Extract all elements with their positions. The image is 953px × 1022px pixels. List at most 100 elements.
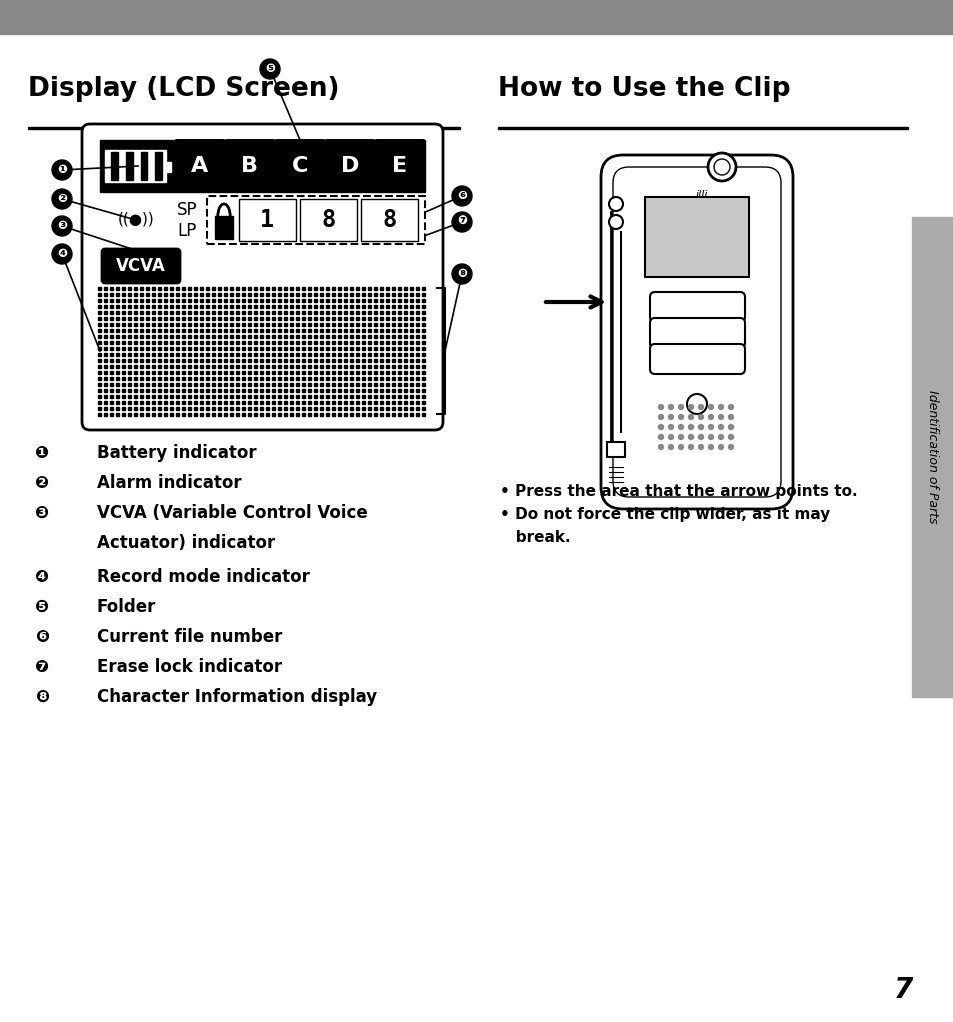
Bar bbox=[189, 311, 192, 314]
Bar bbox=[189, 317, 192, 320]
Bar bbox=[416, 413, 419, 416]
Bar bbox=[231, 401, 233, 404]
Bar bbox=[134, 359, 137, 362]
Bar bbox=[182, 328, 185, 331]
Bar bbox=[333, 317, 335, 320]
Bar bbox=[273, 407, 275, 410]
Bar bbox=[398, 311, 401, 314]
Bar bbox=[368, 401, 371, 404]
Bar bbox=[218, 394, 221, 398]
Bar bbox=[416, 353, 419, 356]
Bar bbox=[284, 394, 287, 398]
Bar bbox=[338, 334, 341, 337]
Bar bbox=[254, 394, 257, 398]
Circle shape bbox=[52, 216, 71, 236]
Bar bbox=[254, 365, 257, 368]
Bar bbox=[194, 334, 197, 337]
Bar bbox=[231, 311, 233, 314]
Bar bbox=[218, 371, 221, 373]
Bar bbox=[111, 286, 113, 289]
Circle shape bbox=[608, 197, 622, 211]
Bar bbox=[111, 388, 113, 391]
Bar bbox=[182, 376, 185, 379]
Text: 1: 1 bbox=[260, 208, 274, 232]
Bar bbox=[320, 401, 323, 404]
Bar bbox=[314, 305, 317, 308]
Bar bbox=[375, 317, 377, 320]
Bar bbox=[224, 371, 227, 373]
Bar bbox=[254, 359, 257, 362]
Bar bbox=[284, 298, 287, 301]
Bar bbox=[380, 346, 383, 350]
Bar bbox=[380, 353, 383, 356]
Bar bbox=[122, 340, 126, 343]
Bar bbox=[189, 371, 192, 373]
Bar bbox=[224, 376, 227, 379]
Circle shape bbox=[688, 415, 693, 419]
Bar bbox=[182, 353, 185, 356]
Bar bbox=[398, 365, 401, 368]
Bar bbox=[308, 394, 312, 398]
Bar bbox=[200, 292, 203, 295]
Bar bbox=[302, 376, 305, 379]
Bar bbox=[308, 407, 312, 410]
Bar bbox=[171, 305, 173, 308]
Bar bbox=[248, 328, 252, 331]
Bar bbox=[284, 376, 287, 379]
Text: Alarm indicator: Alarm indicator bbox=[97, 474, 241, 492]
Bar bbox=[189, 334, 192, 337]
Bar bbox=[314, 365, 317, 368]
Bar bbox=[273, 346, 275, 350]
Bar bbox=[296, 286, 299, 289]
Bar bbox=[273, 359, 275, 362]
Bar bbox=[116, 286, 119, 289]
Text: How to Use the Clip: How to Use the Clip bbox=[497, 76, 790, 102]
Bar bbox=[362, 298, 365, 301]
Bar bbox=[152, 286, 155, 289]
Bar bbox=[422, 334, 425, 337]
Bar bbox=[380, 376, 383, 379]
Bar bbox=[260, 286, 263, 289]
Bar bbox=[314, 394, 317, 398]
Bar bbox=[116, 388, 119, 391]
Bar bbox=[254, 371, 257, 373]
Text: ((●)): ((●)) bbox=[117, 212, 154, 227]
Bar bbox=[111, 152, 118, 180]
Circle shape bbox=[668, 405, 673, 410]
Bar bbox=[380, 317, 383, 320]
Bar bbox=[194, 298, 197, 301]
Bar bbox=[182, 340, 185, 343]
Bar bbox=[182, 401, 185, 404]
Bar bbox=[182, 407, 185, 410]
Bar bbox=[248, 305, 252, 308]
Bar bbox=[308, 305, 312, 308]
Bar bbox=[302, 407, 305, 410]
Bar bbox=[416, 365, 419, 368]
Bar bbox=[242, 353, 245, 356]
Bar bbox=[410, 292, 413, 295]
Bar bbox=[231, 353, 233, 356]
Bar bbox=[158, 371, 161, 373]
Bar bbox=[344, 334, 347, 337]
Bar bbox=[164, 413, 168, 416]
Bar bbox=[338, 346, 341, 350]
Bar bbox=[284, 323, 287, 325]
Bar bbox=[422, 413, 425, 416]
Bar bbox=[140, 340, 143, 343]
Bar bbox=[213, 317, 215, 320]
Bar bbox=[248, 286, 252, 289]
Bar bbox=[254, 305, 257, 308]
Bar bbox=[266, 340, 269, 343]
Bar bbox=[386, 382, 389, 385]
Bar bbox=[284, 328, 287, 331]
Bar bbox=[284, 407, 287, 410]
Bar bbox=[344, 328, 347, 331]
Text: • Do not force the clip wider, as it may: • Do not force the clip wider, as it may bbox=[499, 507, 829, 522]
Bar bbox=[189, 388, 192, 391]
Bar bbox=[350, 317, 354, 320]
Bar bbox=[398, 407, 401, 410]
Bar bbox=[214, 217, 233, 239]
Bar bbox=[386, 359, 389, 362]
Bar bbox=[404, 413, 407, 416]
Bar bbox=[134, 334, 137, 337]
